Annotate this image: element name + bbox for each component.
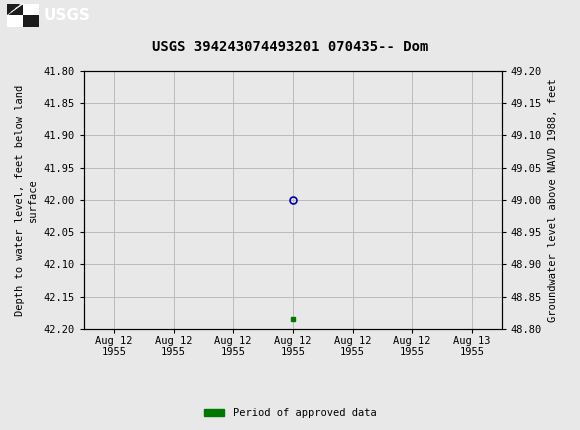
Text: USGS 394243074493201 070435-- Dom: USGS 394243074493201 070435-- Dom xyxy=(152,40,428,54)
Bar xyxy=(7,4,39,27)
Legend: Period of approved data: Period of approved data xyxy=(200,404,380,423)
Y-axis label: Depth to water level, feet below land
surface: Depth to water level, feet below land su… xyxy=(15,84,38,316)
Y-axis label: Groundwater level above NAVD 1988, feet: Groundwater level above NAVD 1988, feet xyxy=(548,78,557,322)
Bar xyxy=(7,4,23,15)
Bar xyxy=(23,15,39,27)
Text: USGS: USGS xyxy=(44,8,90,23)
